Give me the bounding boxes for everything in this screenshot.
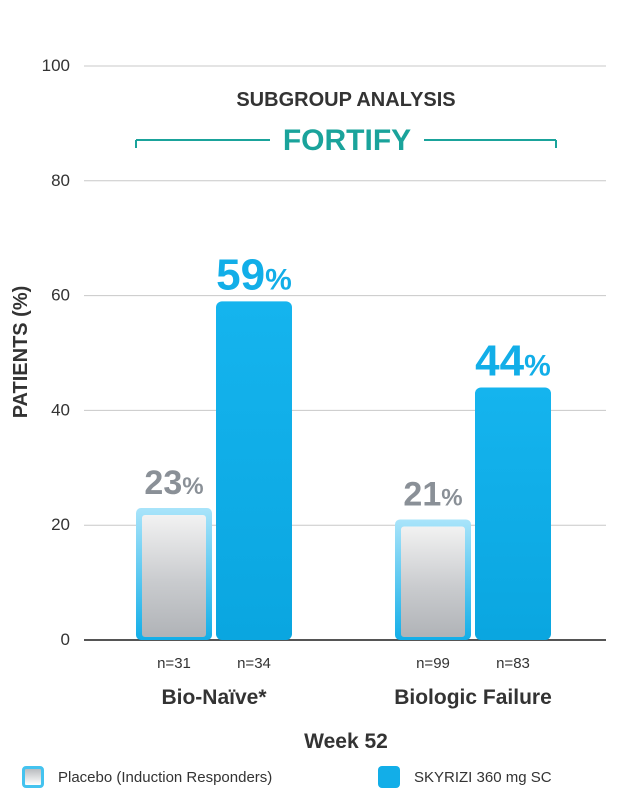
y-tick-label: 20: [51, 515, 70, 534]
y-tick-label: 0: [61, 630, 70, 649]
legend-placebo-swatch: [22, 766, 44, 788]
category-label: Biologic Failure: [394, 686, 552, 709]
bar-placebo-inner: [142, 514, 206, 637]
n-label: n=31: [157, 655, 191, 672]
legend-skyrizi-swatch: [378, 766, 400, 788]
value-label: 21%: [403, 475, 462, 513]
x-axis-label: Week 52: [304, 730, 388, 753]
bar-placebo-inner: [401, 526, 465, 637]
n-label: n=99: [416, 655, 450, 672]
subtitle-bracket: [135, 139, 557, 148]
y-tick-label: 80: [51, 171, 70, 190]
bars: [136, 301, 551, 640]
bar-skyrizi: [216, 301, 292, 640]
n-label: n=83: [496, 655, 530, 672]
n-label: n=34: [237, 655, 271, 672]
chart-subtitle: FORTIFY: [283, 124, 411, 157]
legend-placebo-label: Placebo (Induction Responders): [58, 768, 273, 786]
value-label: 44%: [475, 336, 551, 385]
y-axis-ticks: 0 20 40 60 80 100: [42, 56, 70, 649]
bar-skyrizi: [475, 387, 551, 640]
category-label: Bio-Naïve*: [161, 686, 267, 709]
legend-placebo: Placebo (Induction Responders): [22, 766, 272, 788]
y-axis-label: PATIENTS (%): [10, 286, 32, 419]
value-label: 59%: [216, 250, 292, 299]
chart-title: SUBGROUP ANALYSIS: [236, 89, 455, 111]
y-tick-label: 60: [51, 286, 70, 305]
data-labels: 23% n=31 59% n=34 Bio-Naïve* 21% n=99 44% n=83 Bi…: [144, 250, 551, 709]
y-tick-label: 40: [51, 400, 70, 419]
legend-skyrizi: SKYRIZI 360 mg SC: [378, 766, 552, 788]
y-tick-label: 100: [42, 56, 70, 75]
chart: 0 20 40 60 80 100 PATIENTS (%) SUBGROUP ANALY…: [10, 56, 606, 753]
legend-skyrizi-label: SKYRIZI 360 mg SC: [414, 768, 552, 786]
value-label: 23%: [144, 464, 203, 502]
